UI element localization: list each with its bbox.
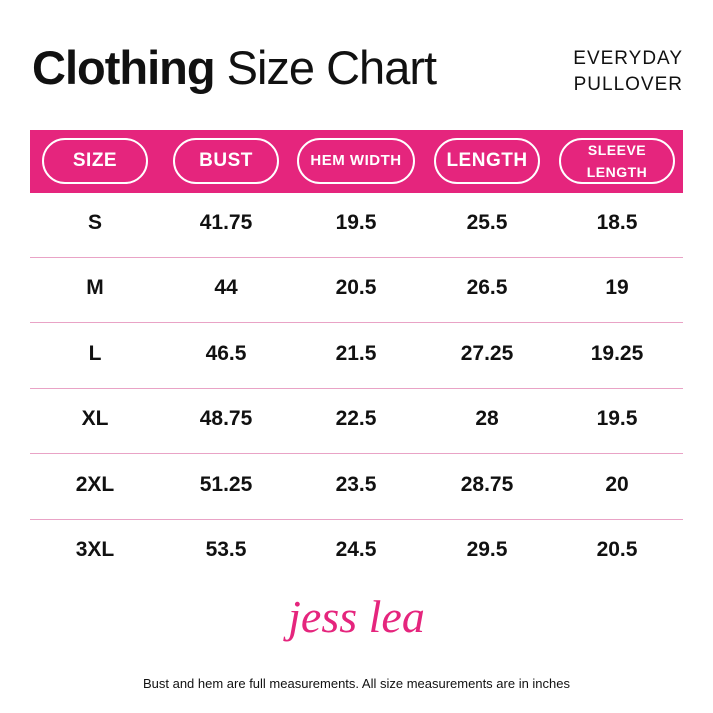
column-header: SIZE	[42, 138, 148, 184]
column-header: BUST	[173, 138, 279, 184]
measurement: 25.5	[466, 211, 508, 234]
product: EVERYDAY PULLOVER	[573, 46, 683, 98]
row-separator	[30, 453, 683, 455]
measurement: 20.5	[335, 276, 377, 300]
footnote: Bust and hem are full measurements. All …	[142, 676, 571, 691]
size-label: L	[88, 341, 102, 365]
row-separator	[30, 518, 683, 520]
column-header: LENGTH	[434, 138, 540, 184]
header-band: SIZE BUST HEM WIDTH LENGTH SLEEVE LENGTH	[30, 130, 683, 193]
measurement: 27.25	[460, 341, 514, 365]
measurement: 18.5	[596, 211, 638, 234]
measurement: 46.5	[205, 341, 247, 365]
size-label: 3XL	[75, 538, 115, 561]
column-header: HEM WIDTH	[297, 138, 415, 184]
measurement: 48.75	[199, 407, 253, 431]
measurement: 41.75	[199, 211, 253, 234]
measurement: 24.5	[335, 538, 377, 561]
measurement: 19	[605, 276, 629, 300]
size-label: S	[87, 211, 102, 234]
measurement: 28	[475, 407, 499, 431]
measurement: 19.25	[590, 341, 644, 365]
size-label: 2XL	[75, 472, 115, 496]
measurement: 22.5	[335, 407, 377, 431]
measurement: 29.5	[466, 538, 508, 561]
measurement: 28.75	[460, 472, 514, 496]
product-line: PULLOVER	[573, 74, 683, 95]
measurement: 19.5	[596, 407, 638, 431]
title-rest: Size Chart	[226, 41, 437, 94]
measurement: 26.5	[466, 276, 508, 300]
measurement: 20	[605, 472, 629, 496]
size-label: M	[86, 276, 104, 300]
measurement: 20.5	[596, 538, 638, 561]
logo: jess lea	[288, 591, 425, 642]
measurement: 19.5	[335, 211, 377, 234]
column-header: SLEEVE LENGTH	[559, 138, 675, 184]
row-separator	[30, 387, 683, 389]
measurement: 53.5	[205, 538, 247, 561]
row-separator	[30, 257, 683, 258]
measurement: 21.5	[335, 341, 377, 365]
product-line: EVERYDAY	[573, 48, 683, 69]
row-separator	[30, 322, 683, 324]
measurement: 44	[214, 276, 238, 300]
title: Clothing Size Chart	[32, 40, 437, 95]
size-label: XL	[81, 407, 109, 431]
measurement: 51.25	[199, 472, 253, 496]
measurement: 23.5	[335, 472, 377, 496]
title-bold: Clothing	[32, 41, 216, 94]
